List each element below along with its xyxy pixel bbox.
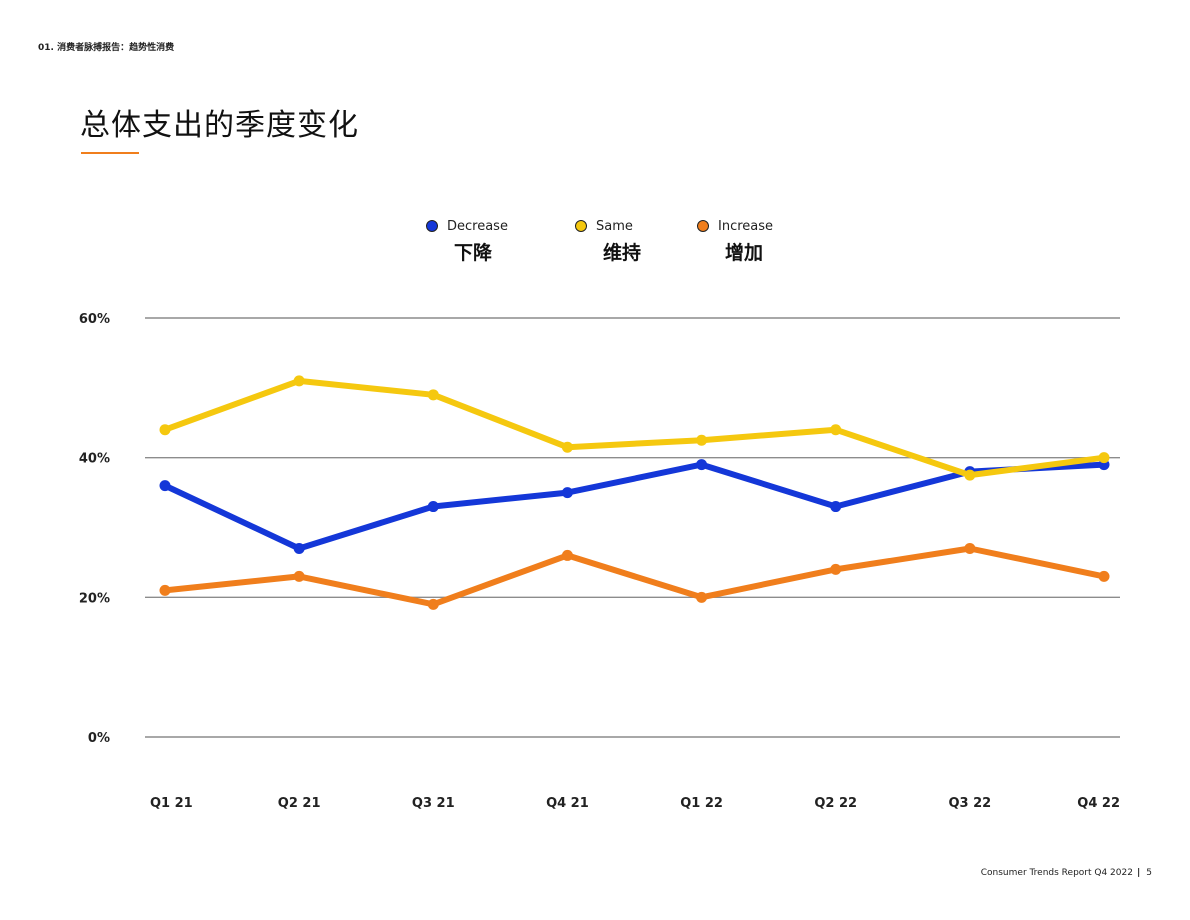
title-underline	[81, 152, 139, 154]
series-line-same	[162, 377, 1107, 479]
data-point-same-4	[696, 434, 708, 446]
footer-report-title: Consumer Trends Report Q4 2022	[980, 868, 1133, 878]
legend-label-decrease: Decrease	[447, 219, 508, 234]
y-tick-label-0: 0%	[88, 731, 110, 746]
series-line-decrease	[162, 461, 1107, 552]
data-point-increase-1	[293, 570, 305, 582]
page-number: 5	[1146, 868, 1152, 878]
data-point-same-7	[1098, 452, 1110, 464]
data-point-decrease-4	[696, 459, 708, 471]
data-point-decrease-0	[159, 480, 171, 492]
legend-label-increase-zh: 增加	[725, 242, 764, 264]
legend-label-same: Same	[596, 219, 633, 234]
legend-swatch-same	[575, 220, 587, 232]
footer: Consumer Trends Report Q4 2022 | 5	[920, 868, 1152, 878]
data-point-increase-0	[159, 584, 171, 596]
legend-label-increase: Increase	[718, 219, 774, 234]
x-tick-label-7: Q4 22	[1077, 796, 1120, 811]
data-point-increase-6	[964, 542, 976, 554]
data-point-increase-5	[830, 563, 842, 575]
legend-swatch-decrease	[426, 220, 438, 232]
series-line-increase	[162, 545, 1107, 608]
data-point-same-2	[427, 389, 439, 401]
data-point-same-3	[561, 441, 573, 453]
data-point-same-1	[293, 375, 305, 387]
x-tick-label-3: Q4 21	[546, 796, 589, 811]
page-title: 总体支出的季度变化	[80, 108, 359, 143]
data-point-same-6	[964, 469, 976, 481]
legend-label-same-zh: 维持	[603, 242, 642, 264]
x-tick-label-1: Q2 21	[278, 796, 321, 811]
data-point-same-5	[830, 424, 842, 436]
data-point-increase-7	[1098, 570, 1110, 582]
x-tick-label-2: Q3 21	[412, 796, 455, 811]
legend-swatch-increase	[697, 220, 709, 232]
y-tick-label-60: 60%	[79, 312, 110, 327]
data-point-decrease-5	[830, 501, 842, 513]
data-point-increase-3	[561, 549, 573, 561]
data-point-decrease-2	[427, 501, 439, 513]
legend-label-decrease-zh: 下降	[454, 242, 493, 264]
y-tick-label-20: 20%	[79, 591, 110, 606]
x-tick-label-4: Q1 22	[680, 796, 723, 811]
x-tick-label-0: Q1 21	[150, 796, 193, 811]
chart-legend: Decrease 下降 Same 维持 Increase 增加	[0, 218, 1190, 268]
x-tick-label-5: Q2 22	[814, 796, 857, 811]
data-point-increase-2	[427, 598, 439, 610]
data-point-increase-4	[696, 591, 708, 603]
breadcrumb: 01. 消费者脉搏报告：趋势性消费	[38, 43, 175, 53]
data-point-decrease-1	[293, 542, 305, 554]
data-point-same-0	[159, 424, 171, 436]
footer-separator: |	[1136, 868, 1141, 878]
x-tick-label-6: Q3 22	[948, 796, 991, 811]
y-tick-label-40: 40%	[79, 452, 110, 467]
data-point-decrease-3	[561, 487, 573, 499]
